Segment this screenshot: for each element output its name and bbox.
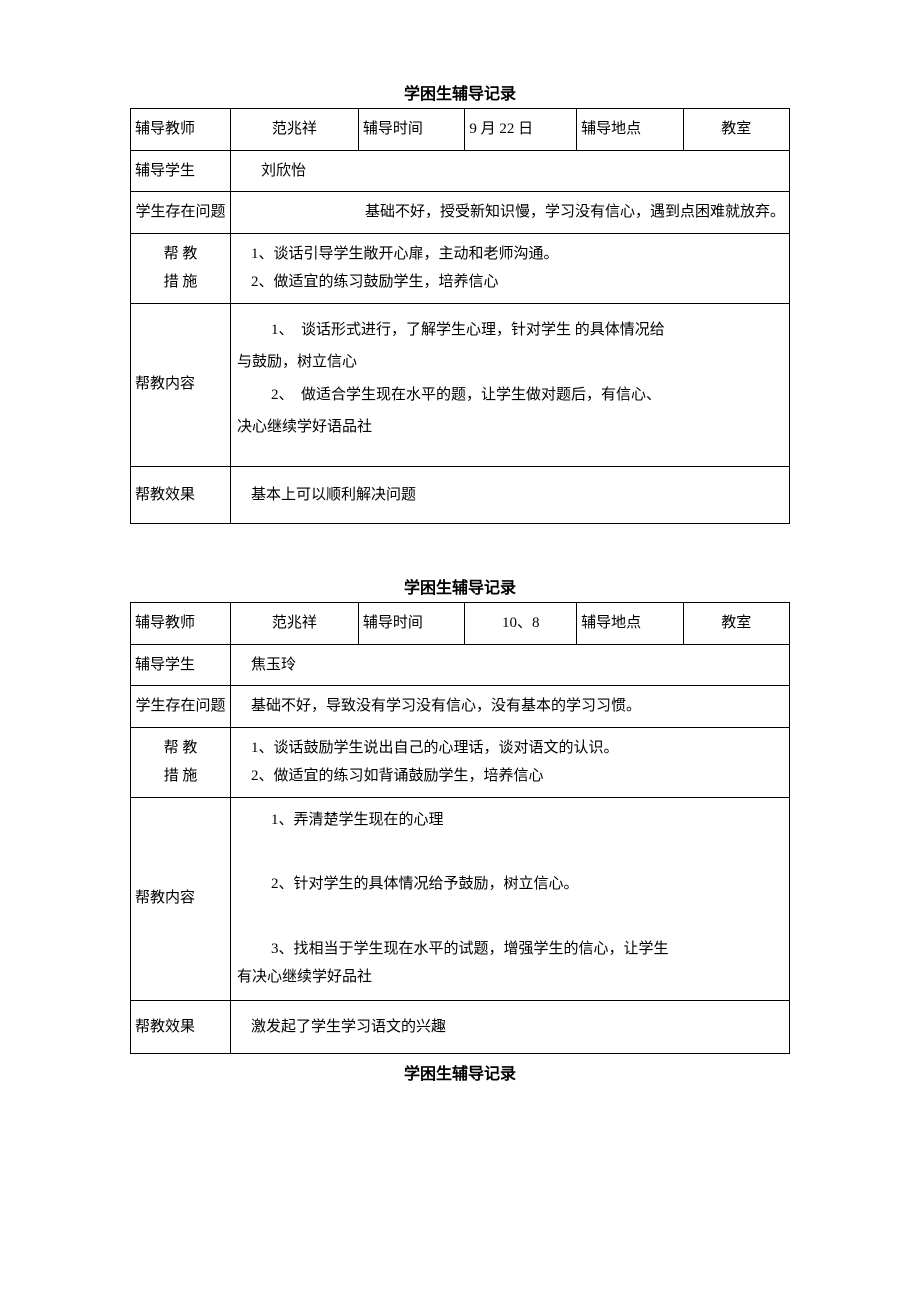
label-place: 辅导地点	[577, 109, 683, 151]
value-time: 9 月 22 日	[465, 109, 577, 151]
value-problem: 基础不好，授受新知识慢，学习没有信心，遇到点困难就放弃。	[230, 192, 789, 234]
value-measures: 1、谈话引导学生敞开心扉，主动和老师沟通。 2、做适宜的练习鼓励学生，培养信心	[230, 233, 789, 303]
label-result-2: 帮教效果	[131, 1000, 231, 1054]
measure2-1: 1、谈话鼓励学生说出自己的心理话，谈对语文的认识。	[251, 734, 785, 763]
value-problem-2: 基础不好，导致没有学习没有信心，没有基本的学习习惯。	[230, 686, 789, 728]
label-measures2-l2: 措 施	[164, 768, 198, 784]
label-result: 帮教效果	[131, 466, 231, 524]
content2-p3b: 有决心继续学好品社	[237, 963, 783, 992]
label-measures-l2: 措 施	[164, 274, 198, 290]
value-place-2: 教室	[683, 603, 789, 645]
label-time: 辅导时间	[358, 109, 464, 151]
doc-title-2: 学困生辅导记录	[130, 574, 790, 598]
label-problem-2: 学生存在问题	[131, 686, 231, 728]
measure-1: 1、谈话引导学生敞开心扉，主动和老师沟通。	[251, 240, 785, 269]
label-content: 帮教内容	[131, 303, 231, 466]
label-content-2: 帮教内容	[131, 797, 231, 1000]
label-measures-2: 帮 教 措 施	[131, 727, 231, 797]
value-place: 教室	[683, 109, 789, 151]
label-student: 辅导学生	[131, 150, 231, 192]
value-student: 刘欣怡	[230, 150, 789, 192]
value-measures-2: 1、谈话鼓励学生说出自己的心理话，谈对语文的认识。 2、做适宜的练习如背诵鼓励学…	[230, 727, 789, 797]
value-result-2: 激发起了学生学习语文的兴趣	[230, 1000, 789, 1054]
measure2-2: 2、做适宜的练习如背诵鼓励学生，培养信心	[251, 762, 785, 791]
doc-title-3: 学困生辅导记录	[130, 1060, 790, 1084]
value-teacher-2: 范兆祥	[230, 603, 358, 645]
value-student-2: 焦玉玲	[230, 644, 789, 686]
content-p1a: 1、 谈话形式进行，了解学生心理，针对学生 的具体情况给	[237, 316, 783, 345]
label-teacher: 辅导教师	[131, 109, 231, 151]
record-table-2: 辅导教师 范兆祥 辅导时间 10、8 辅导地点 教室 辅导学生 焦玉玲 学生存在…	[130, 602, 790, 1054]
label-measures: 帮 教 措 施	[131, 233, 231, 303]
label-student-2: 辅导学生	[131, 644, 231, 686]
value-content-2: 1、弄清楚学生现在的心理 2、针对学生的具体情况给予鼓励，树立信心。 3、找相当…	[230, 797, 789, 1000]
label-time-2: 辅导时间	[358, 603, 464, 645]
value-result: 基本上可以顺利解决问题	[230, 466, 789, 524]
content2-p2: 2、针对学生的具体情况给予鼓励，树立信心。	[237, 870, 783, 899]
value-teacher: 范兆祥	[230, 109, 358, 151]
content2-p3a: 3、找相当于学生现在水平的试题，增强学生的信心，让学生	[237, 935, 783, 964]
measure-2: 2、做适宜的练习鼓励学生，培养信心	[251, 268, 785, 297]
label-problem: 学生存在问题	[131, 192, 231, 234]
doc-title-1: 学困生辅导记录	[130, 80, 790, 104]
content-p2b: 决心继续学好语品社	[237, 413, 783, 442]
content-p2a: 2、 做适合学生现在水平的题，让学生做对题后，有信心、	[237, 381, 783, 410]
label-measures-l1: 帮 教	[164, 246, 198, 262]
label-measures2-l1: 帮 教	[164, 740, 198, 756]
content-p1b: 与鼓励，树立信心	[237, 348, 783, 377]
label-teacher-2: 辅导教师	[131, 603, 231, 645]
content2-p1: 1、弄清楚学生现在的心理	[237, 806, 783, 835]
value-content: 1、 谈话形式进行，了解学生心理，针对学生 的具体情况给 与鼓励，树立信心 2、…	[230, 303, 789, 466]
value-time-2: 10、8	[465, 603, 577, 645]
record-table-1: 辅导教师 范兆祥 辅导时间 9 月 22 日 辅导地点 教室 辅导学生 刘欣怡 …	[130, 108, 790, 524]
label-place-2: 辅导地点	[577, 603, 683, 645]
